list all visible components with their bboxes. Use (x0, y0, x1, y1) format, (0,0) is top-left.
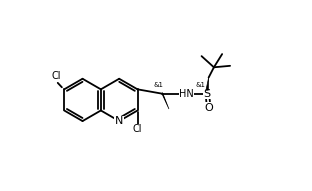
Text: Cl: Cl (133, 124, 142, 134)
Text: &1: &1 (153, 83, 163, 88)
Text: HN: HN (179, 89, 194, 99)
Text: N: N (115, 116, 123, 126)
Text: S: S (204, 89, 211, 99)
Polygon shape (163, 93, 169, 109)
Text: Cl: Cl (51, 71, 61, 81)
Text: O: O (204, 103, 213, 113)
Text: &1: &1 (196, 82, 206, 88)
Polygon shape (206, 78, 209, 90)
